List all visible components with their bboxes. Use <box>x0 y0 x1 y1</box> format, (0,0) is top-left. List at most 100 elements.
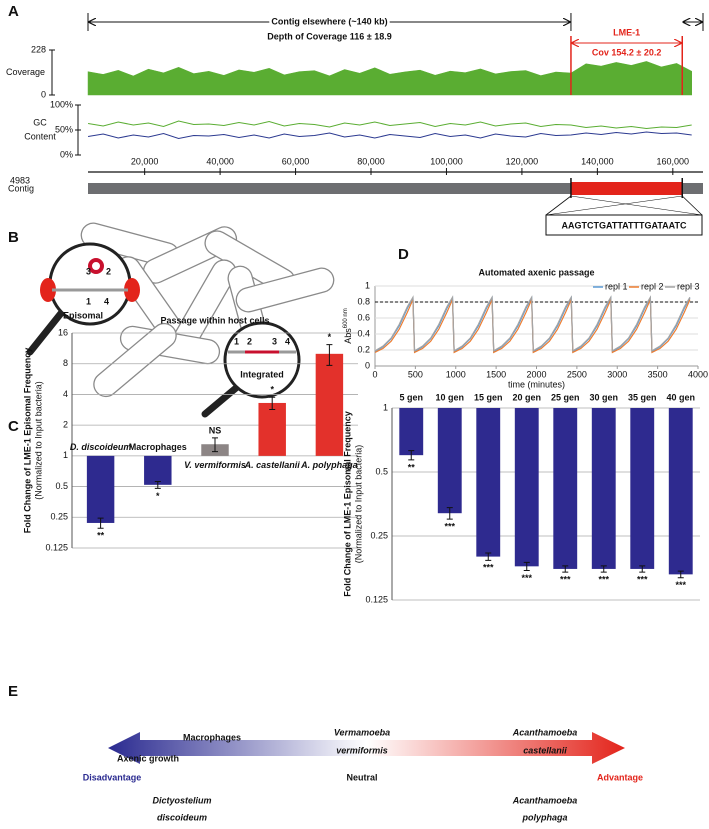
bacterium <box>93 322 177 398</box>
x-tick-label: 3500 <box>648 369 668 379</box>
y-tick-label: 0.25 <box>50 512 68 522</box>
e-label: Neutral <box>346 772 377 782</box>
y-tick-label: 0 <box>41 89 46 99</box>
e-label: polyphaga <box>521 812 567 822</box>
bar <box>476 408 501 557</box>
series-line <box>374 295 691 352</box>
y-tick-label: 0.25 <box>370 530 388 540</box>
bar <box>437 408 462 514</box>
y-axis-label: Contig <box>8 183 34 193</box>
e-label: Acanthamoeba <box>512 795 578 805</box>
x-tick-label: 100,000 <box>430 156 463 166</box>
significance: *** <box>444 522 455 532</box>
y-tick-label: 100% <box>50 99 73 109</box>
bar <box>514 408 539 567</box>
e-label: castellanii <box>523 745 567 755</box>
magnifier-lens <box>223 321 301 399</box>
significance: * <box>270 385 274 395</box>
primer-label: 4 <box>104 296 109 306</box>
contig-start: 4983 <box>10 175 30 185</box>
y-tick-label: 0.4 <box>357 328 370 338</box>
bacterium <box>235 267 335 313</box>
y-tick-label: 2 <box>63 420 68 430</box>
significance: *** <box>598 575 609 585</box>
annotation: Depth of Coverage 116 ± 18.9 <box>267 31 392 41</box>
e-label: Vermamoeba <box>334 727 390 737</box>
x-tick-label: 5 gen <box>399 392 423 402</box>
x-tick-label: 120,000 <box>506 156 539 166</box>
legend-label: repl 1 <box>605 281 628 291</box>
x-tick-label: 2500 <box>567 369 587 379</box>
bar <box>258 402 286 456</box>
significance: *** <box>560 575 571 585</box>
zoom-line <box>681 195 703 216</box>
magnifier-handle <box>26 308 66 356</box>
panel-label: A <box>8 3 19 20</box>
y-tick-label: 0% <box>60 149 73 159</box>
series-line <box>87 120 692 130</box>
y-tick-label: 0.5 <box>375 466 388 476</box>
bar <box>315 353 344 456</box>
y-axis-label: Fold Change of LME-1 Episomal Frequency <box>22 348 32 534</box>
bar <box>553 408 578 569</box>
x-tick-label: 15 gen <box>474 392 503 402</box>
e-label: Macrophages <box>183 732 241 742</box>
significance: *** <box>483 563 494 573</box>
bar <box>591 408 616 569</box>
primer-label: 1 <box>234 336 239 346</box>
annotation: LME-1 <box>613 27 640 37</box>
e-label: vermiformis <box>336 745 388 755</box>
error-bar <box>523 561 530 572</box>
episomal-label: Episomal <box>63 310 103 320</box>
x-tick-label: 20 gen <box>512 392 541 402</box>
bar <box>630 408 655 569</box>
contig-bar <box>88 183 703 194</box>
y-tick-label: 228 <box>31 44 46 54</box>
y-tick-label: 0.5 <box>55 481 68 491</box>
y-axis-label: Coverage <box>6 67 45 77</box>
e-label: Acanthamoeba <box>512 727 578 737</box>
chart-title: Passage within host cells <box>160 315 269 325</box>
series-line <box>87 131 692 140</box>
primer-label: 3 <box>86 266 91 276</box>
y-tick-label: 0 <box>365 360 370 370</box>
integrated-label: Integrated <box>240 369 284 379</box>
panel-label: C <box>8 418 19 435</box>
y-tick-label: 0.125 <box>45 542 68 552</box>
x-tick-label: 4000 <box>688 369 708 379</box>
x-tick-label: 1000 <box>446 369 466 379</box>
annotation: Cov 154.2 ± 20.2 <box>592 47 661 57</box>
legend-label: repl 3 <box>677 281 700 291</box>
y-axis-label-note: (Normalized to Input bacteria) <box>33 381 43 500</box>
error-bar <box>269 396 276 410</box>
y-axis-label-main: Abs <box>343 328 353 344</box>
x-tick-label: V. vermiformis <box>184 460 246 470</box>
primer-label: 3 <box>272 336 277 346</box>
rod-end <box>124 278 140 302</box>
e-label: Disadvantage <box>83 772 142 782</box>
significance: ** <box>408 462 416 472</box>
x-tick-label: 500 <box>408 369 423 379</box>
zoom-line <box>570 195 703 216</box>
significance: *** <box>521 573 532 583</box>
x-tick-label: 140,000 <box>581 156 614 166</box>
bar <box>668 408 693 575</box>
x-tick-label: 10 gen <box>435 392 464 402</box>
error-bar <box>154 481 161 489</box>
error-bar <box>408 450 415 461</box>
y-tick-label: 0.125 <box>365 594 388 604</box>
x-tick-label: 40 gen <box>666 392 695 402</box>
y-tick-label: 1 <box>63 450 68 460</box>
error-bar <box>562 565 569 573</box>
error-bar <box>446 507 453 520</box>
chart-title: Automated axenic passage <box>478 267 594 277</box>
y-axis-label: Abs600 nm <box>343 308 354 344</box>
zoom-line <box>545 195 683 216</box>
significance: NS <box>209 425 222 435</box>
y-axis-label: Fold Change of LME-1 Episomal Frequency <box>342 411 352 597</box>
x-axis-label: time (minutes) <box>508 379 565 389</box>
primer-label: 2 <box>106 266 111 276</box>
y-tick-label: 1 <box>383 402 388 412</box>
significance: *** <box>637 575 648 585</box>
